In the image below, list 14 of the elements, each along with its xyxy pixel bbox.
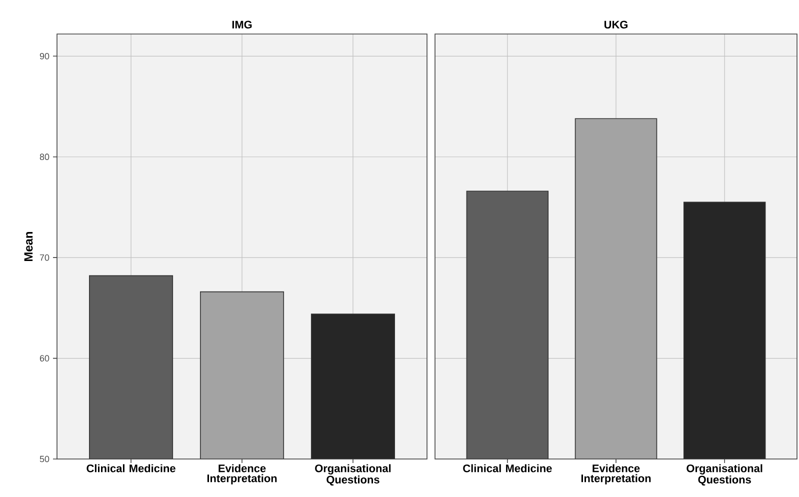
x-tick-label: Organisational Questions [686,464,762,486]
y-tick-label: 60 [40,355,50,362]
x-tick-label: Organisational Questions [315,464,391,486]
y-tick-label: 50 [40,456,50,462]
chart-title: UKG [604,20,628,28]
x-tick-label: Clinical Medicine [86,464,176,472]
y-tick-label: 80 [40,154,50,160]
x-tick-label: Evidence Interpretation [581,464,651,484]
y-tick-label: 70 [40,254,50,261]
x-tick-label: Evidence Interpretation [207,464,277,484]
chart-title: IMG [232,20,252,28]
y-axis-title: Mean [24,232,33,261]
x-tick-label: Clinical Medicine [463,464,552,472]
y-tick-label: 90 [40,52,50,60]
